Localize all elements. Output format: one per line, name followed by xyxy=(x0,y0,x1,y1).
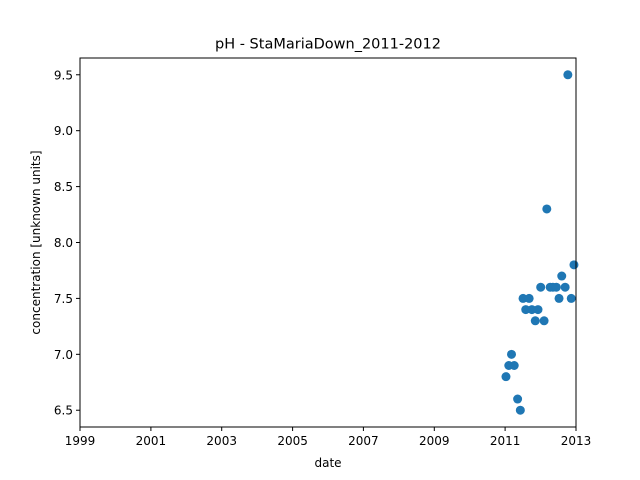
y-tick-label: 7.5 xyxy=(54,292,73,306)
x-tick-label: 2001 xyxy=(136,434,167,448)
data-point xyxy=(554,293,564,303)
data-point xyxy=(513,394,523,404)
x-tick-label: 2009 xyxy=(419,434,450,448)
data-point xyxy=(560,282,570,292)
x-tick-label: 2007 xyxy=(348,434,379,448)
y-tick-label: 7.0 xyxy=(54,348,73,362)
data-point xyxy=(569,260,579,270)
x-axis-label: date xyxy=(314,456,341,470)
y-axis-label: concentration [unknown units] xyxy=(29,150,43,334)
data-point xyxy=(509,361,519,370)
data-point xyxy=(515,405,525,415)
data-point xyxy=(566,293,576,303)
data-points xyxy=(501,70,579,415)
y-tick-label: 9.0 xyxy=(54,124,73,138)
data-point xyxy=(501,372,511,382)
axes-frame xyxy=(79,57,577,428)
y-axis-ticks: 6.5 7.0 7.5 8.0 8.5 9.0 9.5 xyxy=(54,68,80,418)
y-tick-label: 8.5 xyxy=(54,180,73,194)
data-point xyxy=(530,316,540,326)
data-point xyxy=(563,70,573,80)
y-tick-label: 6.5 xyxy=(54,404,73,418)
data-point xyxy=(542,204,552,214)
x-axis-ticks: 1999 2001 2003 2005 2007 2009 2011 2013 xyxy=(65,427,592,448)
x-tick-label: 2005 xyxy=(277,434,308,448)
data-point xyxy=(539,316,549,326)
data-point xyxy=(524,293,534,303)
chart-title: pH - StaMariaDown_2011-2012 xyxy=(215,37,441,53)
data-point xyxy=(533,305,543,315)
x-tick-label: 2011 xyxy=(490,434,521,448)
y-tick-label: 8.0 xyxy=(54,236,73,250)
data-point xyxy=(507,349,517,359)
data-point xyxy=(551,282,561,292)
x-tick-label: 1999 xyxy=(65,434,96,448)
x-tick-label: 2003 xyxy=(206,434,237,448)
x-tick-label: 2013 xyxy=(561,434,592,448)
y-tick-label: 9.5 xyxy=(54,68,73,82)
data-point xyxy=(557,271,567,281)
data-point xyxy=(536,282,546,292)
